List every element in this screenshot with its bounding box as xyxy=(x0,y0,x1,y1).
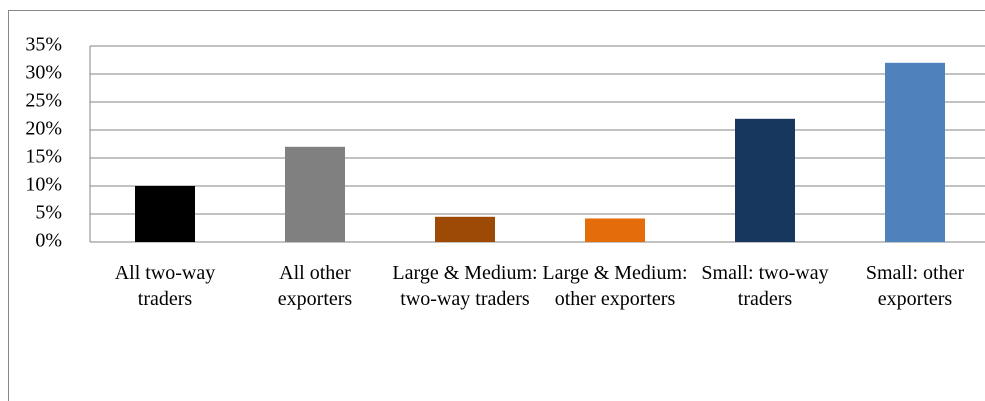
x-tick-label: Small: other exporters xyxy=(865,262,965,310)
bar xyxy=(435,216,495,242)
bar xyxy=(135,186,195,242)
chart-frame xyxy=(8,10,985,401)
x-tick-label: All two-way traders xyxy=(114,262,216,310)
x-tick-label: All other exporters xyxy=(277,262,353,310)
y-tick-label: 25% xyxy=(25,90,62,112)
bar xyxy=(735,118,795,242)
bar xyxy=(585,218,645,242)
y-tick-label: 30% xyxy=(25,62,62,84)
x-tick-label: Large & Medium: other exporters xyxy=(542,262,688,310)
y-tick-label: 5% xyxy=(35,202,62,224)
y-tick-label: 20% xyxy=(25,118,62,140)
y-tick-label: 0% xyxy=(35,230,62,252)
y-tick-label: 10% xyxy=(25,174,62,196)
y-tick-label: 15% xyxy=(25,146,62,168)
bar xyxy=(285,146,345,242)
y-tick-label: 35% xyxy=(25,34,62,56)
bar xyxy=(885,62,945,242)
x-tick-label: Small: two-way traders xyxy=(701,262,829,310)
x-tick-label: Large & Medium: two-way traders xyxy=(392,262,538,310)
